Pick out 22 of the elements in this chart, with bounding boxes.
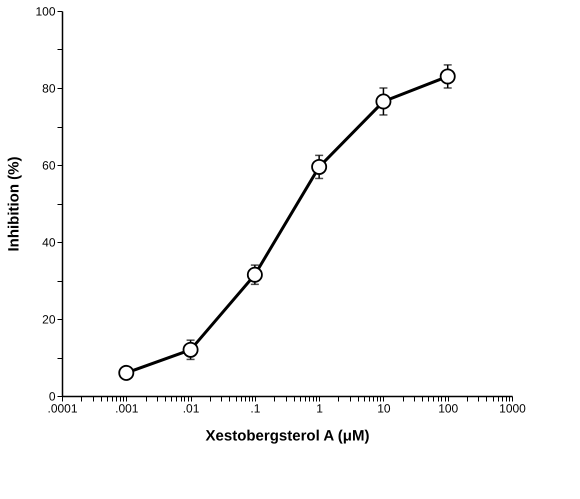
y-tick-label: 0 [48,390,56,404]
x-tick-label: 10 [377,402,391,416]
point [375,94,392,110]
point [246,266,263,283]
x-tick-label: 100 [438,402,459,416]
point [118,364,134,381]
x-axis-title: Xestobergsterol A (μM) [206,428,370,444]
y-tick-label: 100 [35,4,56,18]
y-tick-label: 40 [42,236,56,250]
x-tick-label: .1 [250,402,261,416]
y-tick-label: 60 [42,158,56,172]
point [440,68,456,84]
x-tick-label: 1000 [499,402,526,416]
y-tick-label: 20 [42,312,56,326]
y-axis-title: Inhibition (%) [5,156,22,252]
x-tick-label: .001 [115,402,139,416]
y-tick-label: 80 [42,82,56,96]
x-tick-label: .0001 [47,402,78,416]
x-tick-label: 1 [316,402,324,416]
x-tick-label: .01 [182,402,200,416]
point [311,158,328,175]
point [182,342,199,358]
